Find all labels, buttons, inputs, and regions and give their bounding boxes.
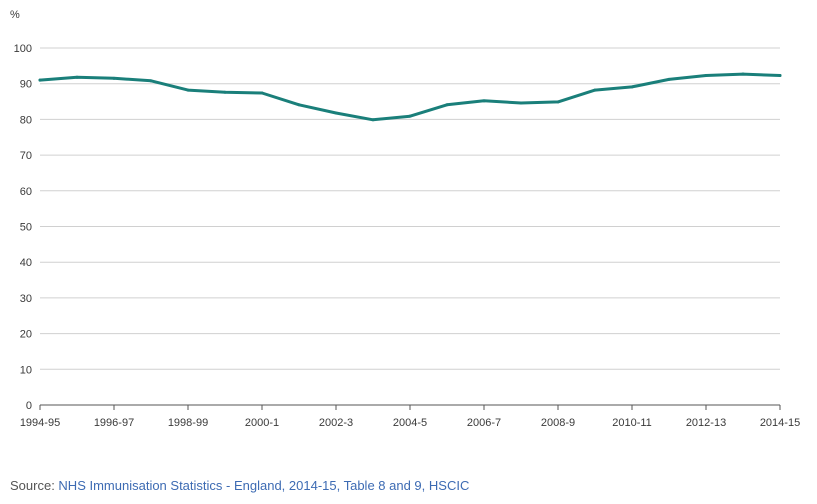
data-point [741,72,745,76]
data-point [778,73,782,77]
x-tick-label: 2014-15 [760,417,800,429]
data-point [408,114,412,118]
x-axis: 1994-95 1996-97 1998-99 2000-1 2002-3 2004-5 2… [20,405,800,429]
y-tick-label: 50 [20,222,32,234]
data-point [186,88,190,92]
data-point [482,99,486,103]
data-point [223,90,227,94]
x-tick-label: 2008-9 [541,417,575,429]
series-group [38,72,782,122]
x-tick-label: 1994-95 [20,417,60,429]
data-point [667,77,671,81]
y-tick-label: 20 [20,329,32,341]
y-tick-label: 0 [26,400,32,412]
source-link[interactable]: NHS Immunisation Statistics - England, 2… [58,478,470,493]
y-tick-label: 60 [20,186,32,198]
y-tick-label: 70 [20,150,32,162]
x-tick-label: 2004-5 [393,417,427,429]
x-tick-label: 1998-99 [168,417,208,429]
x-tick-label: 2002-3 [319,417,353,429]
x-tick-label: 1996-97 [94,417,134,429]
data-point [112,76,116,80]
x-tick-label: 2012-13 [686,417,726,429]
gridlines [40,47,780,406]
x-tick-label: 2000-1 [245,417,279,429]
source-note: Source: NHS Immunisation Statistics - En… [10,478,469,493]
data-point [445,103,449,107]
data-point [149,79,153,83]
y-tick-label: 100 [14,43,32,55]
data-point [297,103,301,107]
source-prefix: Source: [10,478,59,493]
data-point [260,91,264,95]
data-point [371,118,375,122]
y-tick-label: 90 [20,79,32,91]
y-tick-label: 30 [20,293,32,305]
data-point [38,78,42,82]
data-point [556,100,560,104]
y-axis-unit-label: % [10,9,20,21]
y-tick-label: 40 [20,257,32,269]
x-tick-label: 2006-7 [467,417,501,429]
data-point [704,73,708,77]
data-point [75,75,79,79]
data-point [519,101,523,105]
y-tick-label: 10 [20,364,32,376]
data-point [593,88,597,92]
y-axis-ticks: 0 10 20 30 40 50 60 70 80 90 100 [14,43,32,412]
x-tick-label: 2010-11 [612,417,652,429]
y-tick-label: 80 [20,114,32,126]
data-point [334,111,338,115]
data-point [630,85,634,89]
